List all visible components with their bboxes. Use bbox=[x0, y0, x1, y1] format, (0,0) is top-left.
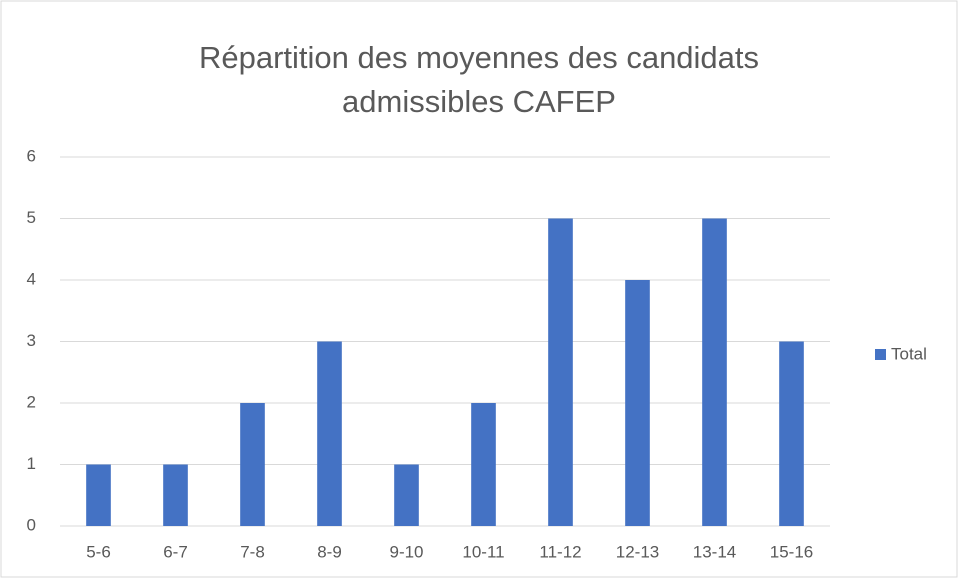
bar bbox=[86, 464, 111, 526]
x-tick-label: 11-12 bbox=[539, 542, 581, 561]
bar bbox=[317, 341, 342, 526]
legend-label: Total bbox=[891, 344, 927, 363]
x-tick-label: 7-8 bbox=[240, 542, 265, 561]
x-tick-label: 8-9 bbox=[317, 542, 342, 561]
x-tick-label: 5-6 bbox=[86, 542, 111, 561]
bar bbox=[625, 280, 650, 526]
y-tick-label: 4 bbox=[27, 269, 36, 288]
chart-title: Répartition des moyennes des candidats ad… bbox=[199, 40, 759, 119]
bar bbox=[548, 218, 573, 526]
bar bbox=[163, 464, 188, 526]
y-tick-label: 6 bbox=[27, 146, 36, 165]
bar bbox=[394, 464, 419, 526]
legend-swatch bbox=[875, 349, 886, 360]
y-tick-label: 0 bbox=[27, 515, 36, 534]
bar bbox=[471, 403, 496, 526]
bar bbox=[779, 341, 804, 526]
y-tick-label: 5 bbox=[27, 208, 36, 227]
bar bbox=[240, 403, 265, 526]
y-tick-label: 3 bbox=[27, 331, 36, 350]
x-tick-label: 9-10 bbox=[389, 542, 423, 561]
y-tick-label: 2 bbox=[27, 392, 36, 411]
x-tick-label: 6-7 bbox=[163, 542, 188, 561]
y-tick-label: 1 bbox=[27, 454, 36, 473]
x-tick-label: 10-11 bbox=[462, 542, 504, 561]
x-tick-label: 13-14 bbox=[693, 542, 736, 561]
bar bbox=[702, 218, 727, 526]
x-tick-label: 15-16 bbox=[770, 542, 813, 561]
x-tick-label: 12-13 bbox=[616, 542, 659, 561]
